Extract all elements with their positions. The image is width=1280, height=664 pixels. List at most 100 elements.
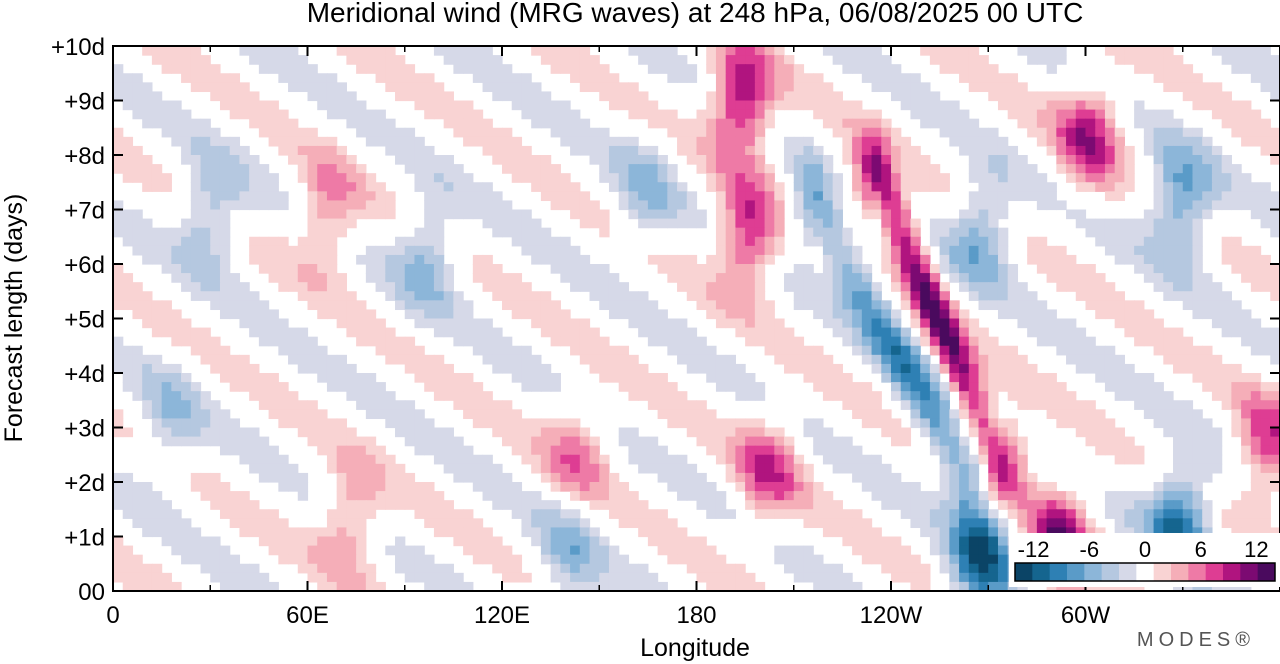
- field-cell: [755, 46, 765, 56]
- field-cell: [395, 555, 405, 565]
- field-cell: [1251, 446, 1261, 456]
- field-cell: [1154, 273, 1164, 283]
- field-cell: [619, 573, 629, 583]
- field-cell: [1076, 264, 1086, 274]
- field-cell: [638, 455, 648, 465]
- field-cell: [405, 246, 415, 256]
- field-cell: [852, 191, 862, 201]
- field-cell: [541, 291, 551, 301]
- field-cell: [230, 101, 240, 111]
- field-cell: [405, 346, 415, 356]
- field-cell: [930, 101, 940, 111]
- field-cell: [959, 509, 969, 519]
- field-cell: [132, 91, 142, 101]
- field-cell: [171, 228, 181, 238]
- field-cell: [1261, 128, 1271, 138]
- field-cell: [706, 101, 716, 111]
- field-cell: [628, 509, 638, 519]
- field-cell: [191, 82, 201, 92]
- field-cell: [317, 409, 327, 419]
- field-cell: [969, 364, 979, 374]
- field-cell: [988, 137, 998, 147]
- x-tick-label: 0: [106, 602, 119, 629]
- field-cell: [1124, 319, 1134, 329]
- field-cell: [308, 219, 318, 229]
- field-cell: [1124, 55, 1134, 65]
- field-cell: [1027, 255, 1037, 265]
- field-cell: [346, 91, 356, 101]
- field-cell: [599, 555, 609, 565]
- field-cell: [385, 255, 395, 265]
- field-cell: [959, 518, 969, 528]
- field-cell: [648, 437, 658, 447]
- field-cell: [298, 428, 308, 438]
- field-cell: [269, 409, 279, 419]
- colorbar: -12 -6 0 6 12: [1009, 533, 1280, 587]
- field-cell: [220, 191, 230, 201]
- field-cell: [1066, 164, 1076, 174]
- field-cell: [414, 228, 424, 238]
- field-cell: [531, 455, 541, 465]
- field-cell: [259, 300, 269, 310]
- field-cell: [784, 482, 794, 492]
- field-cell: [191, 391, 201, 401]
- field-cell: [1183, 337, 1193, 347]
- field-cell: [541, 319, 551, 329]
- field-cell: [920, 328, 930, 338]
- field-cell: [239, 82, 249, 92]
- field-cell: [628, 182, 638, 192]
- field-cell: [949, 128, 959, 138]
- field-cell: [521, 282, 531, 292]
- field-cell: [317, 182, 327, 192]
- field-cell: [969, 282, 979, 292]
- field-cell: [531, 382, 541, 392]
- field-cell: [794, 546, 804, 556]
- field-cell: [784, 464, 794, 474]
- field-cell: [385, 409, 395, 419]
- colorbar-swatch: [1136, 563, 1154, 581]
- field-cell: [356, 391, 366, 401]
- field-cell: [570, 282, 580, 292]
- field-cell: [220, 82, 230, 92]
- field-cell: [784, 273, 794, 283]
- field-cell: [638, 291, 648, 301]
- field-cell: [502, 473, 512, 483]
- field-cell: [473, 137, 483, 147]
- field-cell: [210, 355, 220, 365]
- field-cell: [1270, 446, 1280, 456]
- field-cell: [833, 128, 843, 138]
- field-cell: [677, 219, 687, 229]
- field-cell: [765, 64, 775, 74]
- field-cell: [171, 255, 181, 265]
- field-cell: [414, 237, 424, 247]
- field-cell: [940, 182, 950, 192]
- field-cell: [891, 146, 901, 156]
- field-cell: [1222, 119, 1232, 129]
- field-cell: [1144, 119, 1154, 129]
- field-cell: [560, 64, 570, 74]
- field-cell: [862, 137, 872, 147]
- field-cell: [862, 455, 872, 465]
- field-cell: [969, 491, 979, 501]
- field-cell: [1047, 246, 1057, 256]
- field-cell: [852, 173, 862, 183]
- field-cell: [774, 473, 784, 483]
- field-cell: [366, 110, 376, 120]
- field-cell: [1027, 91, 1037, 101]
- field-cell: [706, 264, 716, 274]
- field-cell: [619, 155, 629, 165]
- field-cell: [414, 509, 424, 519]
- field-cell: [959, 382, 969, 392]
- field-cell: [1173, 364, 1183, 374]
- field-cell: [580, 346, 590, 356]
- field-cell: [1124, 164, 1134, 174]
- field-cell: [1261, 64, 1271, 74]
- field-cell: [959, 464, 969, 474]
- field-cell: [521, 509, 531, 519]
- field-cell: [959, 400, 969, 410]
- field-cell: [1027, 400, 1037, 410]
- field-cell: [239, 428, 249, 438]
- field-cell: [1173, 455, 1183, 465]
- field-cell: [833, 182, 843, 192]
- field-cell: [1134, 119, 1144, 129]
